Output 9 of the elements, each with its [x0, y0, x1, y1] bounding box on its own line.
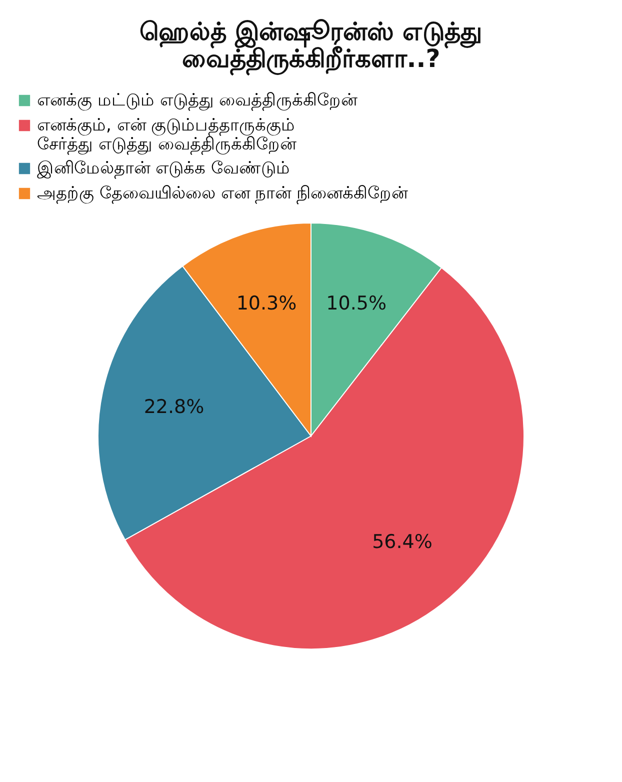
- data-label: 22.8%: [144, 396, 204, 418]
- legend-label: எனக்கு மட்டும் எடுத்து வைத்திருக்கிறேன்: [37, 90, 358, 110]
- legend-label: அதற்கு தேவையில்லை என நான் நினைக்கிறேன்: [37, 184, 409, 204]
- data-label: 10.3%: [236, 292, 297, 314]
- legend-label: எனக்கும், என் குடும்பத்தாருக்கும் சேர்த்து எடுத்து வைத்திருக்கிறேன்: [37, 116, 297, 154]
- legend-label: இனிமேல்தான் எடுக்க வேண்டும்: [37, 158, 290, 178]
- data-label: 56.4%: [372, 531, 432, 554]
- data-label: 10.5%: [326, 292, 387, 315]
- text: ஹெல்த் இன்ஷூரன்ஸ் எடுத்து: [139, 17, 483, 46]
